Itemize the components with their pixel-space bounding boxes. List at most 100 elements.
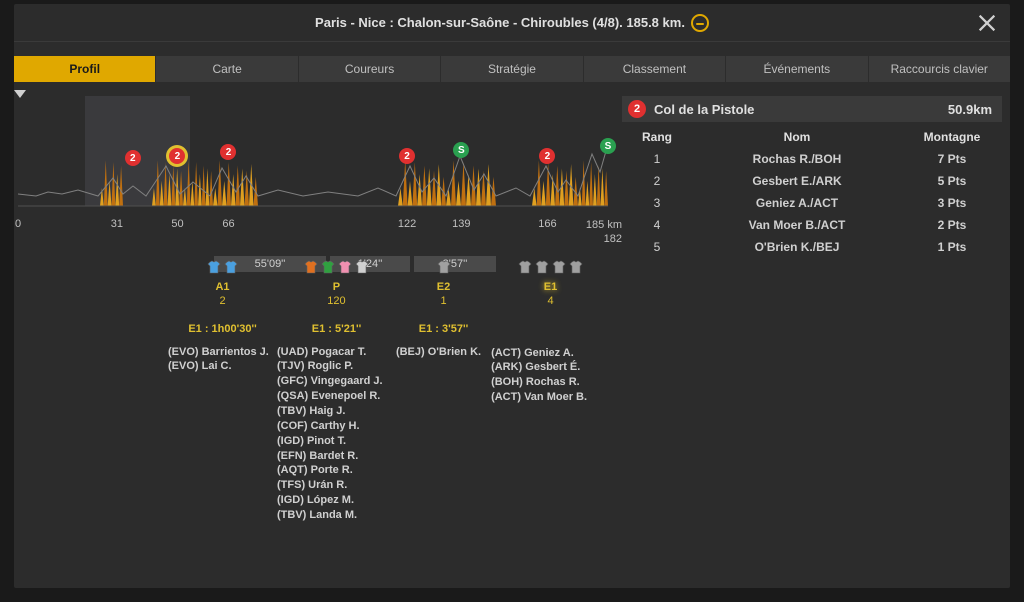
groups-area: 55'09''1'24''3'57'' A12E1 : 1h00'30''(EV… (18, 256, 610, 523)
tab-coureurs[interactable]: Coureurs (299, 56, 441, 82)
km-tick: 50 (171, 218, 183, 230)
kom-category-badge: 2 (628, 100, 646, 118)
km-end-label: 185 km182 (586, 218, 622, 247)
rider-name: (COF) Carthy H. (277, 419, 396, 434)
main-panel: Paris - Nice : Chalon-sur-Saône - Chirou… (14, 4, 1010, 588)
kom-rank: 1 (622, 152, 692, 166)
jersey-icon (338, 260, 352, 274)
kom-rider: Gesbert E./ARK (692, 174, 902, 188)
race-group[interactable]: P120E1 : 5'21''(UAD) Pogacar T.(TJV) Rog… (277, 256, 396, 523)
col-rank: Rang (622, 130, 692, 144)
group-count: 4 (491, 294, 610, 308)
climb-marker-catS[interactable]: S (600, 138, 616, 154)
kom-rider: Geniez A./ACT (692, 196, 902, 210)
jersey-icon (437, 260, 451, 274)
time-gap-bar: 3'57'' (414, 256, 496, 272)
rider-list: (EVO) Barrientos J.(EVO) Lai C. (168, 345, 277, 375)
tab-bar: ProfilCarteCoureursStratégieClassementÉv… (14, 56, 1010, 82)
rider-name: (EVO) Barrientos J. (168, 345, 277, 360)
jersey-icon (355, 260, 369, 274)
content-area: 2222S2S 0315066122139166185 km182 55'09'… (14, 82, 1010, 523)
kom-table-row[interactable]: 4Van Moer B./ACT2 Pts (622, 214, 1002, 236)
kom-rider: Van Moer B./ACT (692, 218, 902, 232)
rider-name: (ARK) Gesbert É. (491, 360, 610, 375)
kom-header: 2 Col de la Pistole 50.9km (622, 96, 1002, 122)
rider-list: (BEJ) O'Brien K. (396, 345, 491, 360)
km-tick: 139 (452, 218, 470, 230)
climb-marker-cat2[interactable]: 2 (169, 148, 185, 164)
kom-rider: Rochas R./BOH (692, 152, 902, 166)
tab--v-nements[interactable]: Événements (726, 56, 868, 82)
kom-rider: O'Brien K./BEJ (692, 240, 902, 254)
kom-points: 5 Pts (902, 174, 1002, 188)
group-count: 2 (168, 294, 277, 308)
jersey-icon (304, 260, 318, 274)
rider-name: (UAD) Pogacar T. (277, 345, 396, 360)
jersey-icon (207, 260, 221, 274)
profile-column: 2222S2S 0315066122139166185 km182 55'09'… (14, 96, 610, 523)
kom-table-row[interactable]: 5O'Brien K./BEJ1 Pts (622, 236, 1002, 258)
header-bar: Paris - Nice : Chalon-sur-Saône - Chirou… (14, 4, 1010, 42)
jersey-icon (518, 260, 532, 274)
rider-list: (UAD) Pogacar T.(TJV) Roglic P.(GFC) Vin… (277, 345, 396, 523)
jersey-icon (535, 260, 549, 274)
kom-points: 7 Pts (902, 152, 1002, 166)
tab-classement[interactable]: Classement (584, 56, 726, 82)
tab-profil[interactable]: Profil (14, 56, 156, 82)
stage-title: Paris - Nice : Chalon-sur-Saône - Chirou… (315, 15, 685, 30)
kom-table-row[interactable]: 2Gesbert E./ARK5 Pts (622, 170, 1002, 192)
rider-name: (TFS) Urán R. (277, 478, 396, 493)
kom-rank: 5 (622, 240, 692, 254)
kom-table-row[interactable]: 1Rochas R./BOH7 Pts (622, 148, 1002, 170)
rider-name: (AQT) Porte R. (277, 463, 396, 478)
rider-name: (EFN) Bardet R. (277, 449, 396, 464)
kom-table: Rang Nom Montagne 1Rochas R./BOH7 Pts2Ge… (622, 126, 1002, 258)
jersey-icon (224, 260, 238, 274)
km-tick: 122 (398, 218, 416, 230)
rider-name: (ACT) Geniez A. (491, 346, 610, 361)
tab-strat-gie[interactable]: Stratégie (441, 56, 583, 82)
climb-marker-cat2[interactable]: 2 (125, 150, 141, 166)
close-button[interactable] (970, 6, 1004, 40)
kom-panel: 2 Col de la Pistole 50.9km Rang Nom Mont… (610, 96, 1010, 523)
race-group[interactable]: A12 E1 : 1h00'30'' (EVO) Barrientos J.(EVO… (168, 256, 277, 523)
kom-climb-name: Col de la Pistole (654, 102, 948, 117)
kom-table-row[interactable]: 3Geniez A./ACT3 Pts (622, 192, 1002, 214)
rider-name: (BEJ) O'Brien K. (396, 345, 491, 360)
kom-table-header: Rang Nom Montagne (622, 126, 1002, 148)
elevation-svg (18, 96, 608, 214)
group-label: P (277, 280, 396, 294)
rider-name: (QSA) Evenepoel R. (277, 389, 396, 404)
elevation-chart[interactable]: 2222S2S 0315066122139166185 km182 (18, 96, 608, 214)
group-time: E1 : 3'57'' (396, 323, 491, 335)
tab-carte[interactable]: Carte (156, 56, 298, 82)
kom-rank: 3 (622, 196, 692, 210)
group-label: E1 (491, 280, 610, 294)
jersey-row (491, 256, 610, 274)
climb-marker-cat2[interactable]: 2 (220, 144, 236, 160)
km-tick: 0 (15, 218, 21, 230)
group-time: E1 : 1h00'30'' (168, 323, 277, 335)
race-group[interactable]: E14 (ACT) Geniez A.(ARK) Gesbert É.(BOH) … (491, 256, 610, 523)
jersey-icon (569, 260, 583, 274)
km-axis: 0315066122139166185 km182 (18, 218, 608, 246)
group-count: 1 (396, 294, 491, 308)
close-icon (976, 12, 998, 34)
km-tick: 166 (538, 218, 556, 230)
rider-name: (IGD) López M. (277, 493, 396, 508)
jersey-icon (321, 260, 335, 274)
race-group[interactable]: E21E1 : 3'57''(BEJ) O'Brien K. (396, 256, 491, 523)
col-pts: Montagne (902, 130, 1002, 144)
tab-raccourcis-clavier[interactable]: Raccourcis clavier (869, 56, 1010, 82)
climb-marker-cat2[interactable]: 2 (539, 148, 555, 164)
climb-marker-catS[interactable]: S (453, 142, 469, 158)
stage-type-badge (691, 14, 709, 32)
group-label: A1 (168, 280, 277, 294)
kom-rank: 4 (622, 218, 692, 232)
rider-name: (TBV) Landa M. (277, 508, 396, 523)
kom-points: 1 Pts (902, 240, 1002, 254)
kom-rank: 2 (622, 174, 692, 188)
climb-marker-cat2[interactable]: 2 (399, 148, 415, 164)
rider-list: (ACT) Geniez A.(ARK) Gesbert É.(BOH) Roc… (491, 346, 610, 405)
rider-name: (ACT) Van Moer B. (491, 390, 610, 405)
